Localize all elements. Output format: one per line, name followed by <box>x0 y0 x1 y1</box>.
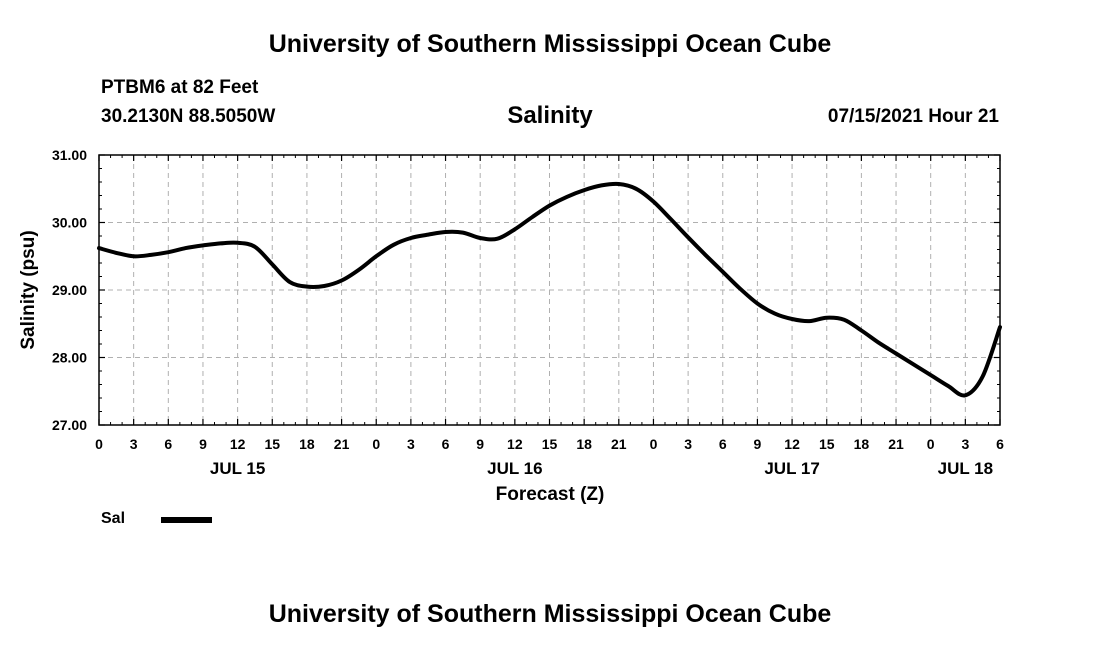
grid-lines <box>99 155 1000 425</box>
x-tick-label: 6 <box>442 436 450 452</box>
series-line-sal <box>97 181 1002 398</box>
x-tick-label: 18 <box>854 436 870 452</box>
forecast-timestamp: 07/15/2021 Hour 21 <box>827 106 999 127</box>
x-tick-label: 9 <box>754 436 762 452</box>
y-tick-label: 27.00 <box>52 417 87 433</box>
axis-labels: 0 3 6 9 12 15 18 21 0 3 6 9 12 15 18 21 0 3 6 9 12 15 18 21 0 3 6 2… <box>52 147 1004 478</box>
chart-header-title: University of Southern Mississippi Ocean… <box>268 30 832 58</box>
x-date-label: JUL 18 <box>938 459 993 478</box>
x-tick-label: 0 <box>927 436 935 452</box>
chart-footer-title: University of Southern Mississippi Ocean… <box>268 600 832 628</box>
y-tick-label: 28.00 <box>52 350 87 366</box>
x-tick-label: 15 <box>819 436 835 452</box>
x-tick-label: 12 <box>507 436 523 452</box>
x-axis-label: Forecast (Z) <box>496 484 605 505</box>
x-tick-label: 6 <box>164 436 172 452</box>
x-date-label: JUL 17 <box>764 459 819 478</box>
x-tick-label: 12 <box>230 436 246 452</box>
x-tick-label: 21 <box>611 436 627 452</box>
y-axis-label: Salinity (psu) <box>18 230 39 349</box>
x-tick-label: 12 <box>784 436 800 452</box>
x-tick-label: 0 <box>95 436 103 452</box>
x-tick-label: 3 <box>684 436 692 452</box>
x-date-label: JUL 16 <box>487 459 542 478</box>
x-tick-label: 15 <box>264 436 280 452</box>
x-tick-label: 21 <box>888 436 904 452</box>
x-tick-label: 0 <box>372 436 380 452</box>
x-tick-label: 18 <box>299 436 315 452</box>
x-tick-label: 21 <box>334 436 350 452</box>
x-tick-label: 6 <box>996 436 1004 452</box>
plot-frame <box>98 154 1001 426</box>
x-tick-label: 6 <box>719 436 727 452</box>
y-tick-label: 31.00 <box>52 147 87 163</box>
y-tick-label: 30.00 <box>52 215 87 231</box>
legend-swatch-sal <box>161 517 212 523</box>
x-tick-label: 0 <box>650 436 658 452</box>
chart-title: Salinity <box>507 102 593 129</box>
y-tick-label: 29.00 <box>52 282 87 298</box>
x-tick-label: 15 <box>542 436 558 452</box>
x-tick-label: 3 <box>961 436 969 452</box>
x-tick-label: 9 <box>476 436 484 452</box>
station-label: PTBM6 at 82 Feet <box>101 77 259 98</box>
legend-label-sal: Sal <box>101 510 126 527</box>
x-tick-label: 3 <box>130 436 138 452</box>
x-tick-label: 3 <box>407 436 415 452</box>
x-tick-label: 18 <box>576 436 592 452</box>
x-date-label: JUL 15 <box>210 459 265 478</box>
x-tick-label: 9 <box>199 436 207 452</box>
station-coordinates: 30.2130N 88.5050W <box>101 106 276 127</box>
